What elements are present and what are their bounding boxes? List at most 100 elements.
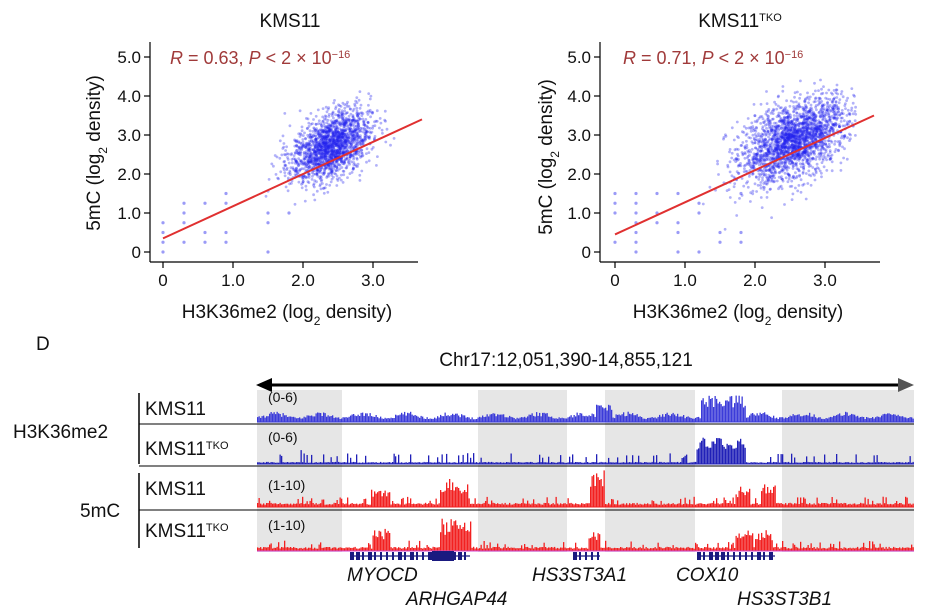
data-point	[357, 124, 360, 128]
signal-bar	[908, 418, 910, 422]
signal-bar	[266, 416, 268, 422]
data-point	[332, 125, 336, 128]
data-point	[844, 102, 847, 105]
data-point	[781, 149, 785, 153]
data-point	[312, 185, 316, 189]
data-point	[300, 145, 303, 148]
data-point	[314, 162, 318, 166]
signal-bar	[284, 415, 286, 422]
data-point	[799, 178, 803, 182]
data-point	[307, 125, 311, 128]
data-point	[815, 122, 819, 125]
data-point	[825, 120, 828, 124]
signal-bar	[686, 454, 688, 464]
signal-bar	[396, 415, 398, 422]
data-point	[740, 144, 743, 147]
data-point	[314, 145, 317, 148]
data-point	[355, 141, 359, 145]
data-point	[314, 150, 318, 154]
data-point	[825, 108, 829, 112]
y-tick-label: 3.0	[117, 126, 141, 145]
data-point	[286, 176, 290, 180]
data-point	[821, 143, 824, 147]
signal-bar	[851, 413, 853, 422]
data-point	[305, 126, 309, 130]
data-point	[795, 114, 799, 118]
data-point	[781, 123, 785, 127]
data-point	[743, 156, 747, 160]
signal-bar	[299, 417, 301, 422]
signal-bar	[882, 414, 884, 422]
signal-bar	[453, 414, 455, 422]
data-point	[322, 153, 325, 157]
data-point	[343, 124, 347, 128]
data-point	[335, 136, 339, 140]
data-point	[366, 121, 370, 125]
data-point	[311, 148, 315, 151]
signal-bar	[356, 416, 358, 422]
data-point	[322, 136, 326, 140]
signal-bar	[537, 415, 539, 422]
data-point	[333, 136, 336, 140]
data-point	[349, 124, 353, 127]
data-point	[344, 141, 348, 144]
data-point	[327, 141, 331, 145]
signal-bar	[660, 416, 662, 422]
data-point	[341, 151, 345, 155]
data-point	[331, 146, 335, 150]
data-point	[812, 151, 816, 155]
data-point	[345, 135, 349, 139]
data-point	[360, 139, 364, 143]
signal-bar	[857, 415, 859, 422]
data-point	[358, 149, 361, 153]
signal-bar	[426, 417, 428, 422]
data-point	[355, 96, 359, 99]
data-point	[351, 153, 355, 157]
data-point	[344, 166, 348, 170]
data-point	[306, 133, 310, 137]
data-point	[815, 108, 818, 112]
signal-bar	[825, 418, 827, 422]
data-point	[295, 160, 298, 164]
data-point	[358, 106, 362, 110]
data-point	[345, 143, 349, 147]
data-point	[767, 138, 771, 142]
data-point	[282, 166, 285, 170]
data-point	[787, 120, 790, 124]
data-point	[807, 169, 811, 173]
signal-bar	[458, 455, 460, 464]
data-point	[292, 154, 296, 158]
signal-bar	[786, 418, 788, 422]
data-point	[336, 179, 340, 182]
data-point	[302, 143, 306, 147]
data-point	[349, 130, 352, 134]
data-point	[298, 145, 301, 149]
signal-bar	[684, 418, 686, 422]
data-point	[325, 133, 328, 137]
data-point	[788, 116, 792, 119]
data-point	[335, 164, 339, 168]
data-point	[362, 126, 366, 130]
signal-bar	[881, 415, 883, 422]
data-point	[324, 137, 328, 141]
data-point	[327, 106, 331, 110]
signal-bar	[834, 415, 836, 422]
data-point	[330, 148, 333, 151]
signal-bar	[276, 411, 278, 422]
data-point	[310, 139, 314, 143]
data-point	[333, 164, 337, 168]
data-point	[361, 140, 365, 144]
data-point	[340, 128, 343, 132]
signal-bar	[759, 412, 761, 422]
data-point	[327, 147, 330, 150]
data-point	[328, 154, 332, 157]
data-point	[345, 118, 348, 122]
data-point	[738, 197, 741, 200]
data-point	[279, 170, 283, 174]
data-point	[338, 133, 341, 137]
data-point	[767, 108, 771, 111]
data-point	[833, 140, 837, 143]
data-point	[308, 159, 311, 163]
signal-bar	[258, 416, 260, 422]
data-point	[327, 150, 331, 153]
